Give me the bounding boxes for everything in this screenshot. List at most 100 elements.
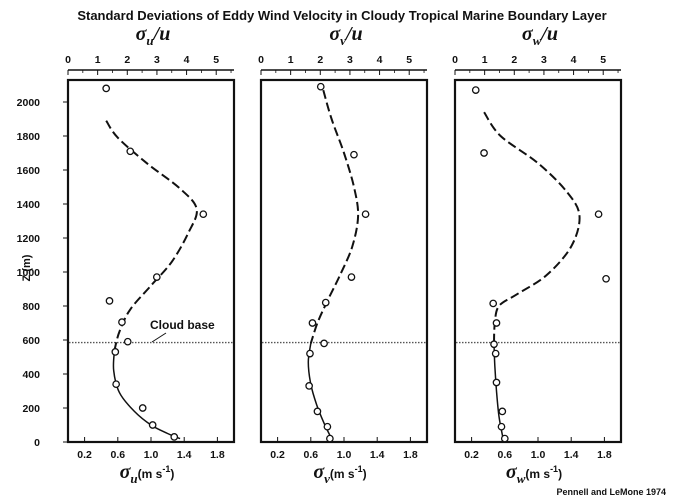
- top-tick-label: 1: [482, 54, 488, 66]
- data-point: [498, 407, 507, 416]
- bottom-axis-unit-close: ): [363, 467, 367, 481]
- data-point: [347, 273, 356, 281]
- data-point: [126, 147, 135, 156]
- fit-curve-dashed: [483, 111, 581, 344]
- bottom-axis-symbol: σ: [120, 461, 132, 483]
- panel-u: 0 1 2 3 4 5 σ u/u 0.2 0.6 1.0 1.4 1.8 σu(m s-1): [65, 23, 236, 486]
- bottom-tick-label: 1.4: [177, 449, 192, 461]
- data-point: [138, 404, 147, 412]
- data-point: [170, 433, 179, 441]
- bottom-axis-title: σw(m s-1): [506, 461, 562, 486]
- bottom-tick-label: 1.8: [403, 449, 418, 461]
- top-tick-label: 0: [65, 54, 71, 66]
- top-tick-label: 1: [95, 54, 101, 66]
- top-tick-label: 0: [452, 54, 458, 66]
- data-point: [490, 340, 498, 349]
- panels: 0 1 2 3 4 5 σ u/u 0.2 0.6 1.0 1.4 1.8 σu(m s-1) 0 1 2 3 4 5…: [65, 23, 623, 486]
- top-axis-title: σv/u: [329, 23, 362, 48]
- y-tick-label: 600: [22, 335, 40, 347]
- top-axis-subscript: v: [340, 33, 346, 48]
- bottom-tick-label: 1.0: [337, 449, 352, 461]
- bottom-axis-unit: (m s: [330, 467, 355, 481]
- bottom-tick-label: 1.4: [370, 449, 385, 461]
- bottom-tick-label: 0.2: [77, 449, 92, 461]
- bottom-axis-subscript: w: [517, 471, 526, 486]
- data-point: [316, 82, 325, 91]
- top-axis-suffix: /u: [539, 23, 558, 45]
- data-point: [306, 349, 314, 358]
- top-tick-label: 4: [184, 54, 190, 66]
- bottom-axis-title: σu(m s-1): [120, 461, 175, 486]
- top-axis-symbol: σ: [329, 23, 341, 45]
- bottom-axis-unit: (m s: [138, 467, 163, 481]
- data-point: [308, 319, 317, 327]
- data-point: [118, 318, 126, 326]
- top-axis-subscript: w: [533, 33, 542, 48]
- y-tick-label: 400: [22, 369, 40, 381]
- bottom-axis-unit-exponent: -1: [162, 464, 170, 474]
- y-tick-label: 200: [22, 403, 40, 415]
- bottom-tick-label: 1.0: [531, 449, 546, 461]
- panel-frame: [259, 78, 429, 444]
- bottom-axis-unit-close: ): [558, 467, 562, 481]
- panel-v: 0 1 2 3 4 5σv/u0.2 0.6 1.0 1.4 1.8σv(m s-1): [258, 23, 429, 486]
- top-axis-symbol: σ: [522, 23, 534, 45]
- y-tick-label: 1200: [17, 233, 41, 245]
- top-tick-label: 4: [571, 54, 577, 66]
- fit-curve-dashed: [309, 89, 360, 344]
- bottom-axis-unit-exponent: -1: [355, 464, 363, 474]
- bottom-axis-title: σv(m s-1): [313, 461, 366, 486]
- data-point: [112, 380, 120, 389]
- data-point: [350, 150, 358, 159]
- top-tick-label: 3: [541, 54, 547, 66]
- top-tick-label: 1: [288, 54, 294, 66]
- data-point: [497, 422, 506, 431]
- bottom-tick-label: 0.6: [110, 449, 125, 461]
- data-point: [305, 382, 313, 390]
- panel-frame: [453, 78, 623, 444]
- data-point: [492, 378, 501, 387]
- top-tick-label: 5: [600, 54, 606, 66]
- y-tick-label: 1400: [17, 199, 41, 211]
- bottom-axis-subscript: v: [324, 471, 330, 486]
- bottom-tick-label: 0.6: [303, 449, 318, 461]
- top-tick-label: 3: [154, 54, 160, 66]
- panel-w: 0 1 2 3 4 5σw/u0.2 0.6 1.0 1.4 1.8σw(m s-1): [452, 23, 623, 486]
- data-point: [199, 210, 208, 219]
- cloud-base-label: Cloud base: [150, 318, 215, 332]
- data-point: [102, 84, 111, 93]
- data-point: [323, 422, 332, 431]
- bottom-axis-symbol: σ: [506, 461, 518, 483]
- y-axis-ticks: 0 200 400 600 800 1000 1200 1400 1600 1800 2000: [17, 97, 68, 449]
- bottom-tick-label: 1.8: [597, 449, 612, 461]
- top-tick-label: 2: [124, 54, 130, 66]
- top-axis-subscript: u: [146, 33, 153, 48]
- top-tick-label: 5: [213, 54, 219, 66]
- credit: Pennell and LeMone 1974: [556, 487, 666, 497]
- bottom-tick-label: 1.0: [144, 449, 159, 461]
- data-point: [480, 149, 488, 157]
- top-axis-suffix: /u: [152, 23, 171, 45]
- y-axis-label: Z (m): [21, 254, 33, 281]
- y-tick-label: 0: [34, 437, 40, 449]
- bottom-tick-label: 0.2: [270, 449, 285, 461]
- cloud-base-pointer: [151, 332, 167, 343]
- top-tick-label: 2: [511, 54, 517, 66]
- data-point: [491, 349, 500, 358]
- data-point: [148, 421, 157, 429]
- data-point: [105, 297, 114, 305]
- bottom-axis-unit-exponent: -1: [550, 464, 558, 474]
- data-point: [326, 434, 334, 443]
- top-tick-label: 2: [317, 54, 323, 66]
- fit-curve-solid: [112, 350, 181, 440]
- y-tick-label: 1600: [17, 165, 41, 177]
- y-tick-label: 1000: [17, 267, 41, 279]
- y-tick-label: 1800: [17, 131, 41, 143]
- data-point: [471, 86, 480, 94]
- bottom-axis-unit: (m s: [525, 467, 550, 481]
- bottom-tick-label: 1.8: [210, 449, 225, 461]
- bottom-tick-label: 0.6: [497, 449, 512, 461]
- bottom-axis-symbol: σ: [313, 461, 325, 483]
- data-point: [111, 348, 120, 356]
